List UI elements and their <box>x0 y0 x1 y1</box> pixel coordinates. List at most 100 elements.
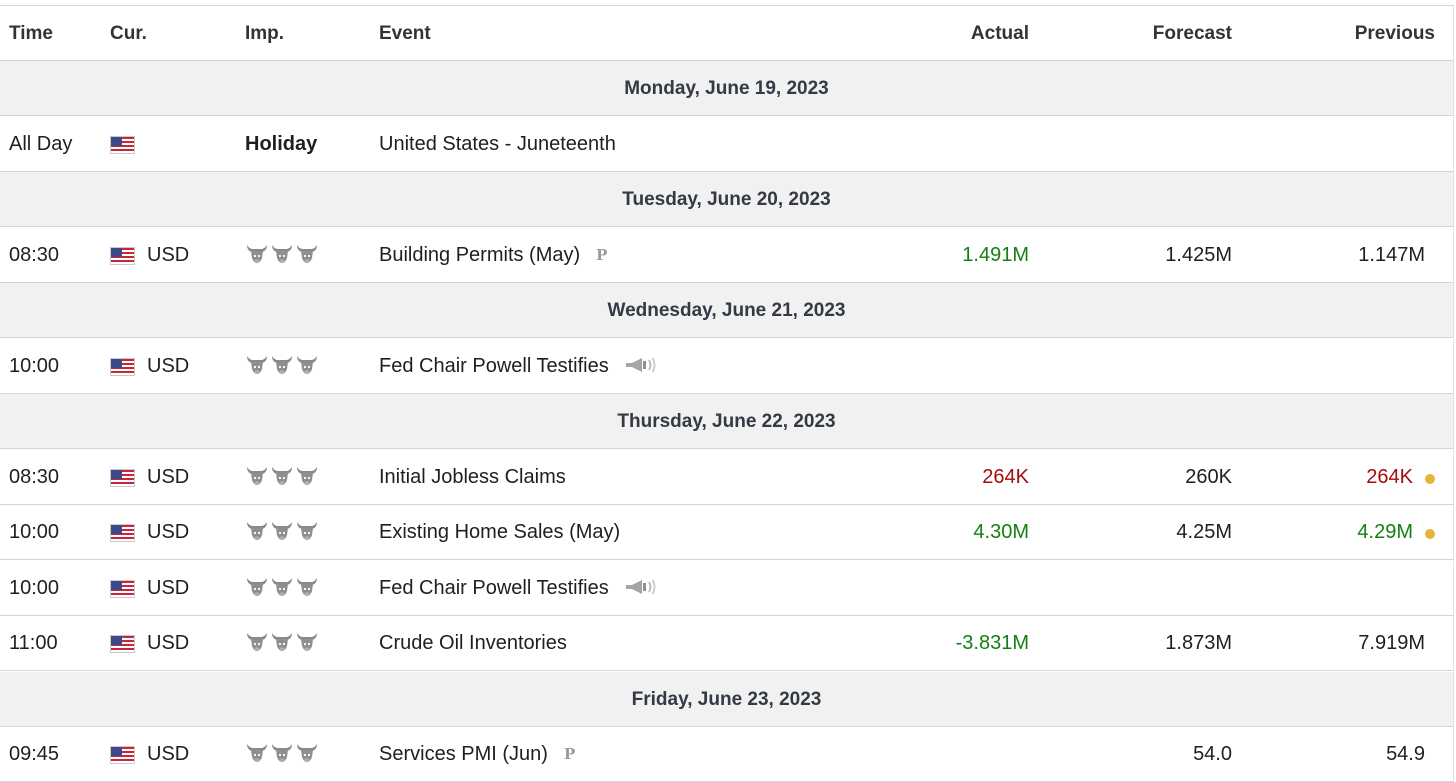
flag-canton <box>111 137 122 146</box>
event-row[interactable]: 08:30 USD Initial Jobless Claims 264K 260K 2… <box>0 450 1454 505</box>
bull-icon <box>245 242 269 268</box>
us-flag-icon <box>110 580 135 598</box>
event-name[interactable]: United States - Juneteenth <box>379 133 616 155</box>
event-name-cell[interactable]: Building Permits (May) P <box>379 228 607 283</box>
revision-dot-icon[interactable] <box>1425 474 1435 484</box>
header-currency[interactable]: Cur. <box>110 23 147 44</box>
day-label: Wednesday, June 21, 2023 <box>607 300 846 321</box>
us-flag-icon <box>110 247 135 265</box>
bull-icon <box>270 242 294 268</box>
event-time: 08:30 <box>9 466 60 488</box>
bull-icon <box>270 630 294 656</box>
event-name-cell[interactable]: United States - Juneteenth <box>379 117 616 172</box>
event-actual: 1.491M <box>962 244 1029 266</box>
day-label: Thursday, June 22, 2023 <box>617 411 836 432</box>
day-row: Thursday, June 22, 2023 <box>0 394 1454 449</box>
event-name-cell[interactable]: Initial Jobless Claims <box>379 450 566 505</box>
bull-icon <box>295 353 319 379</box>
event-forecast: 1.873M <box>1165 632 1232 654</box>
bull-icon <box>295 741 319 767</box>
importance-indicator <box>245 242 319 268</box>
bull-icon <box>270 575 294 601</box>
flag-canton <box>111 581 122 590</box>
event-currency: USD <box>147 355 190 377</box>
event-row[interactable]: 10:00 USD Fed Chair Powell Testifies <box>0 561 1454 616</box>
event-name-cell[interactable]: Services PMI (Jun) P <box>379 727 575 782</box>
header-actual[interactable]: Actual <box>970 23 1029 44</box>
header-importance[interactable]: Imp. <box>245 23 285 44</box>
day-label: Tuesday, June 20, 2023 <box>622 189 831 210</box>
event-name[interactable]: Crude Oil Inventories <box>379 632 567 654</box>
bull-icon <box>245 464 269 490</box>
importance-indicator <box>245 741 319 767</box>
event-row[interactable]: All Day Holiday United States - Juneteenth <box>0 117 1454 172</box>
preliminary-badge: P <box>596 246 608 264</box>
header-previous[interactable]: Previous <box>1354 23 1435 44</box>
event-previous: 4.29M <box>1357 521 1413 543</box>
bull-icon <box>245 630 269 656</box>
event-name[interactable]: Existing Home Sales (May) <box>379 521 621 543</box>
event-time: 10:00 <box>9 355 60 377</box>
event-previous: 1.147M <box>1358 244 1425 266</box>
day-row: Friday, June 23, 2023 <box>0 672 1454 727</box>
event-forecast: 4.25M <box>1176 521 1232 543</box>
event-name[interactable]: Fed Chair Powell Testifies <box>379 355 609 377</box>
event-name-cell[interactable]: Existing Home Sales (May) <box>379 505 620 560</box>
day-row: Tuesday, June 20, 2023 <box>0 172 1454 227</box>
us-flag-icon <box>110 469 135 487</box>
event-currency: USD <box>147 244 190 266</box>
speaker-icon <box>624 564 658 619</box>
importance-indicator <box>245 464 319 490</box>
bull-icon <box>295 630 319 656</box>
bull-icon <box>270 464 294 490</box>
event-currency: USD <box>147 466 190 488</box>
header-forecast[interactable]: Forecast <box>1152 23 1232 44</box>
event-time: 11:00 <box>9 632 58 654</box>
event-previous: 264K <box>1366 466 1413 488</box>
event-currency: USD <box>147 632 190 654</box>
event-row[interactable]: 08:30 USD Building Permits (May) P 1.491M 1.… <box>0 228 1454 283</box>
header-event[interactable]: Event <box>379 23 431 44</box>
speaker-icon <box>624 342 658 397</box>
event-row[interactable]: 10:00 USD Fed Chair Powell Testifies <box>0 339 1454 394</box>
day-label: Monday, June 19, 2023 <box>624 78 829 99</box>
table-header: Time Cur. Imp. Event Actual Forecast Pre… <box>0 5 1454 61</box>
us-flag-icon <box>110 136 135 154</box>
event-name-cell[interactable]: Fed Chair Powell Testifies <box>379 339 658 394</box>
event-name[interactable]: Initial Jobless Claims <box>379 466 566 488</box>
importance-indicator <box>245 519 319 545</box>
event-forecast: 54.0 <box>1193 743 1232 765</box>
flag-canton <box>111 636 122 645</box>
event-forecast: 1.425M <box>1165 244 1232 266</box>
event-name[interactable]: Services PMI (Jun) <box>379 743 548 765</box>
event-name-cell[interactable]: Fed Chair Powell Testifies <box>379 561 658 616</box>
event-name[interactable]: Building Permits (May) <box>379 244 581 266</box>
event-currency: USD <box>147 743 190 765</box>
bull-icon <box>295 519 319 545</box>
us-flag-icon <box>110 635 135 653</box>
event-actual: -3.831M <box>955 632 1029 654</box>
flag-canton <box>111 525 122 534</box>
us-flag-icon <box>110 746 135 764</box>
bull-icon <box>245 741 269 767</box>
day-label: Friday, June 23, 2023 <box>631 689 822 710</box>
us-flag-icon <box>110 524 135 542</box>
bull-icon <box>295 575 319 601</box>
event-row[interactable]: 10:00 USD Existing Home Sales (May) 4.30M 4… <box>0 505 1454 560</box>
event-row[interactable]: 11:00 USD Crude Oil Inventories -3.831M 1.8… <box>0 616 1454 671</box>
bull-icon <box>270 353 294 379</box>
event-previous: 7.919M <box>1358 632 1425 654</box>
bull-icon <box>270 519 294 545</box>
event-name-cell[interactable]: Crude Oil Inventories <box>379 616 567 671</box>
header-time[interactable]: Time <box>9 23 54 44</box>
event-time: 08:30 <box>9 244 60 266</box>
revision-dot-icon[interactable] <box>1425 529 1435 539</box>
bull-icon <box>245 353 269 379</box>
importance-indicator <box>245 575 319 601</box>
event-row[interactable]: 09:45 USD Services PMI (Jun) P 54.0 54.9 <box>0 727 1454 782</box>
event-currency: USD <box>147 521 190 543</box>
flag-canton <box>111 359 122 368</box>
flag-canton <box>111 470 122 479</box>
event-name[interactable]: Fed Chair Powell Testifies <box>379 577 609 599</box>
event-actual: 264K <box>982 466 1029 488</box>
